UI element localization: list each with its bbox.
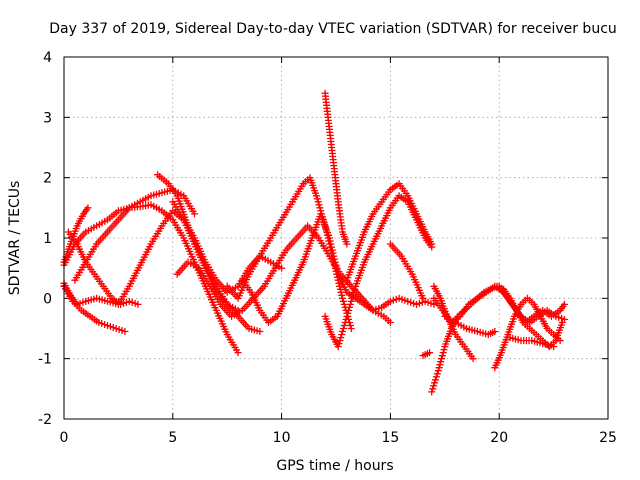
x-tick-label: 20: [490, 430, 508, 446]
series-markers: [386, 240, 427, 302]
series-trace-11: [238, 210, 438, 326]
series-markers: [64, 228, 142, 308]
y-tick-label: 3: [43, 110, 52, 126]
series-markers: [321, 192, 436, 351]
series-trace-16: [419, 349, 434, 360]
series-trace-23: [506, 334, 558, 351]
x-tick-label: 25: [599, 430, 617, 446]
series-trace-21: [491, 294, 564, 372]
y-tick-label: 4: [43, 50, 52, 66]
series-trace-14: [343, 180, 436, 284]
series-markers: [495, 282, 568, 326]
chart-title: Day 337 of 2019, Sidereal Day-to-day VTE…: [49, 21, 617, 37]
y-tick-label: 0: [43, 291, 52, 307]
y-tick-label: -2: [38, 412, 52, 428]
x-tick-label: 15: [381, 430, 399, 446]
y-axis-label: SDTVAR / TECUs: [7, 181, 23, 296]
series-trace-12: [321, 89, 351, 248]
series-markers: [419, 349, 434, 360]
series-markers: [321, 89, 351, 248]
series-markers: [343, 180, 436, 284]
series-markers: [428, 282, 566, 396]
series-layer: [60, 89, 568, 396]
series-trace-20: [430, 282, 477, 363]
y-tick-label: -1: [38, 352, 52, 368]
y-tick-label: 2: [43, 171, 52, 187]
series-markers: [430, 282, 477, 363]
x-axis-label: GPS time / hours: [276, 458, 393, 474]
plot-frame: [63, 56, 609, 420]
series-markers: [506, 334, 558, 351]
y-tick-label: 1: [43, 231, 52, 247]
series-trace-6: [64, 228, 142, 308]
series-markers: [491, 294, 564, 372]
grid-layer: [64, 57, 608, 419]
x-tick-label: 5: [168, 430, 177, 446]
series-trace-17: [428, 282, 566, 396]
series-markers: [238, 210, 438, 326]
x-tick-label: 0: [60, 430, 69, 446]
series-trace-13: [321, 192, 436, 351]
series-trace-15: [386, 240, 427, 302]
series-trace-22: [495, 282, 568, 326]
x-tick-label: 10: [273, 430, 291, 446]
tick-layer: 0 5 10 15 20 25 -2 -1 0 1 2 3 4: [38, 50, 617, 446]
